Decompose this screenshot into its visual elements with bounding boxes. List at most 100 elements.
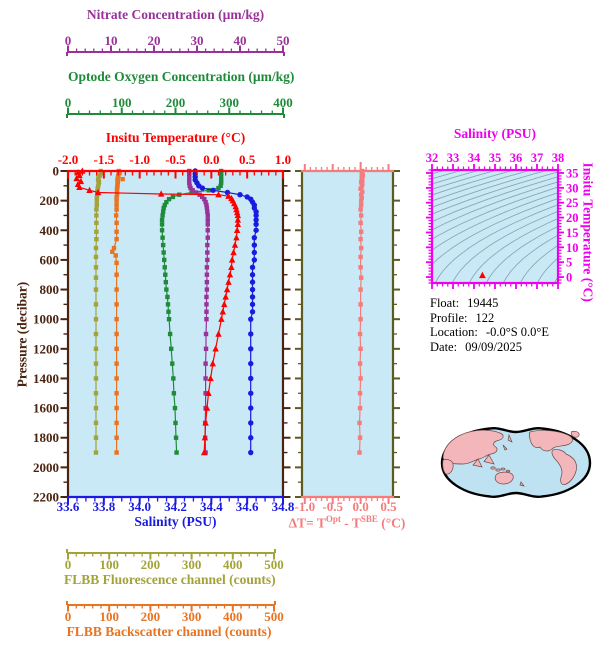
- ts-temperature-title: Insitu Temperature (°C): [580, 162, 596, 302]
- series-delta-t: [357, 168, 366, 455]
- svg-text:-0.5: -0.5: [322, 499, 343, 514]
- delta-t-plot-area: [302, 171, 393, 497]
- svg-text:400: 400: [273, 95, 293, 110]
- svg-text:0: 0: [65, 609, 72, 624]
- delta-t-frame: -1.0 -0.5 0.0 0.5: [294, 162, 400, 514]
- svg-text:33.6: 33.6: [57, 499, 80, 514]
- profile-label: Profile:: [430, 310, 468, 325]
- svg-text:34.4: 34.4: [200, 499, 223, 514]
- svg-text:0: 0: [65, 557, 72, 572]
- profile-plot-area: [68, 171, 283, 497]
- nitrate-axis: 0 10 20 30 40 50: [65, 33, 290, 56]
- svg-text:-0.5: -0.5: [165, 152, 186, 167]
- delta-t-label-pre: ΔT= T: [288, 515, 326, 531]
- delta-t-label-post: (°C): [377, 515, 406, 531]
- location-value: -0.0°S 0.0°E: [485, 325, 550, 339]
- svg-text:20: 20: [148, 33, 161, 48]
- svg-text:35: 35: [489, 151, 502, 165]
- delta-t-label-mid: - T: [340, 515, 361, 531]
- fluorescence-axis-title: FLBB Fluorescence channel (counts): [64, 572, 276, 587]
- oxygen-axis-title: Optode Oxygen Concentration (µm/kg): [68, 69, 295, 84]
- float-info-block: Float: 19445 Profile: 122 Location: -0.0°S …: [430, 296, 549, 354]
- svg-text:200: 200: [166, 95, 186, 110]
- svg-text:2000: 2000: [33, 460, 59, 475]
- svg-text:400: 400: [223, 557, 243, 572]
- svg-text:400: 400: [223, 609, 243, 624]
- series-fluorescence: [93, 168, 104, 455]
- world-map: [440, 427, 592, 498]
- date-label: Date:: [430, 339, 458, 354]
- map-land: [442, 429, 580, 487]
- svg-text:34.0: 34.0: [128, 499, 151, 514]
- svg-text:34: 34: [468, 151, 481, 165]
- svg-text:36: 36: [510, 151, 523, 165]
- svg-text:300: 300: [220, 95, 240, 110]
- svg-text:200: 200: [141, 609, 161, 624]
- fluorescence-axis: 0 100 200 300 400 500: [65, 549, 284, 572]
- svg-text:38: 38: [552, 151, 565, 165]
- ts-salinity-title: Salinity (PSU): [453, 126, 537, 141]
- svg-text:30: 30: [191, 33, 204, 48]
- temperature-axis-title: Insitu Temperature (°C): [105, 130, 246, 145]
- svg-text:33: 33: [447, 151, 460, 165]
- svg-text:1800: 1800: [33, 430, 59, 445]
- pressure-axis-title: Pressure (decibar): [14, 281, 30, 388]
- ts-float-marker: [479, 271, 486, 279]
- salinity-axis-title: Salinity (PSU): [134, 514, 217, 529]
- float-info-profile: Profile: 122: [430, 311, 549, 326]
- svg-text:33.8: 33.8: [92, 499, 115, 514]
- svg-text:300: 300: [182, 557, 202, 572]
- svg-text:200: 200: [40, 193, 60, 208]
- svg-text:0.5: 0.5: [380, 499, 397, 514]
- series-temperature: [73, 167, 242, 456]
- svg-text:-1.5: -1.5: [94, 152, 115, 167]
- svg-text:200: 200: [141, 557, 161, 572]
- svg-text:30: 30: [566, 181, 579, 195]
- profile-value: 122: [475, 310, 495, 325]
- ts-plot-area: [432, 170, 558, 283]
- delta-t-label-sup-opt: Opt: [325, 514, 341, 524]
- svg-text:1000: 1000: [33, 312, 59, 327]
- svg-text:100: 100: [99, 609, 119, 624]
- svg-text:2200: 2200: [33, 490, 59, 505]
- svg-text:100: 100: [112, 95, 132, 110]
- svg-text:600: 600: [40, 252, 60, 267]
- svg-text:1600: 1600: [33, 401, 59, 416]
- float-value: 19445: [467, 296, 499, 310]
- ts-isopycnal-contours: [433, 171, 557, 282]
- svg-text:20: 20: [566, 211, 579, 225]
- svg-text:-1.0: -1.0: [294, 499, 315, 514]
- svg-text:1400: 1400: [33, 371, 59, 386]
- svg-text:-2.0: -2.0: [58, 152, 79, 167]
- svg-text:0.0: 0.0: [203, 152, 219, 167]
- svg-text:34.8: 34.8: [272, 499, 295, 514]
- svg-text:0.0: 0.0: [352, 499, 368, 514]
- svg-text:0: 0: [566, 271, 572, 285]
- delta-t-axis-label: ΔT= TOpt - TSBE (°C): [287, 514, 407, 532]
- svg-text:5: 5: [566, 256, 572, 270]
- svg-text:0: 0: [65, 33, 72, 48]
- svg-text:0: 0: [65, 95, 72, 110]
- delta-t-label-sup-sbe: SBE: [360, 514, 378, 524]
- series-salinity: [192, 168, 259, 456]
- svg-text:400: 400: [40, 223, 60, 238]
- pressure-axis: 0 200 400 600 800 1000 1200 1400 1600 1800 2000 220…: [33, 164, 291, 505]
- svg-text:1.0: 1.0: [275, 152, 291, 167]
- svg-text:100: 100: [99, 557, 119, 572]
- svg-text:25: 25: [566, 196, 579, 210]
- svg-text:-1.0: -1.0: [129, 152, 150, 167]
- svg-text:40: 40: [234, 33, 247, 48]
- temperature-axis: -2.0 -1.5 -1.0 -0.5 0.0 0.5 1.0: [58, 152, 291, 179]
- svg-text:50: 50: [277, 33, 290, 48]
- svg-text:37: 37: [531, 151, 544, 165]
- location-label: Location:: [430, 325, 478, 339]
- nitrate-axis-title: Nitrate Concentration (µm/kg): [86, 7, 265, 22]
- backscatter-axis-title: FLBB Backscatter channel (counts): [66, 624, 272, 639]
- svg-text:0: 0: [53, 164, 60, 179]
- svg-text:34.2: 34.2: [164, 499, 187, 514]
- svg-text:15: 15: [566, 226, 579, 240]
- svg-text:0.5: 0.5: [239, 152, 256, 167]
- svg-text:10: 10: [566, 241, 579, 255]
